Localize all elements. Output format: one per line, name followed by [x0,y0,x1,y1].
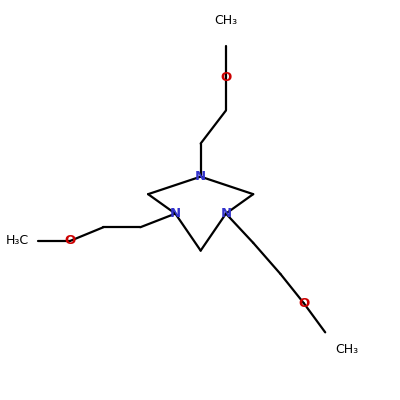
Text: O: O [298,297,310,310]
Text: N: N [195,170,206,183]
Text: H₃C: H₃C [6,234,29,247]
Text: CH₃: CH₃ [214,14,238,27]
Text: O: O [65,234,76,247]
Text: CH₃: CH₃ [335,343,358,356]
Text: N: N [220,207,232,220]
Text: O: O [220,71,232,84]
Text: N: N [170,207,181,220]
